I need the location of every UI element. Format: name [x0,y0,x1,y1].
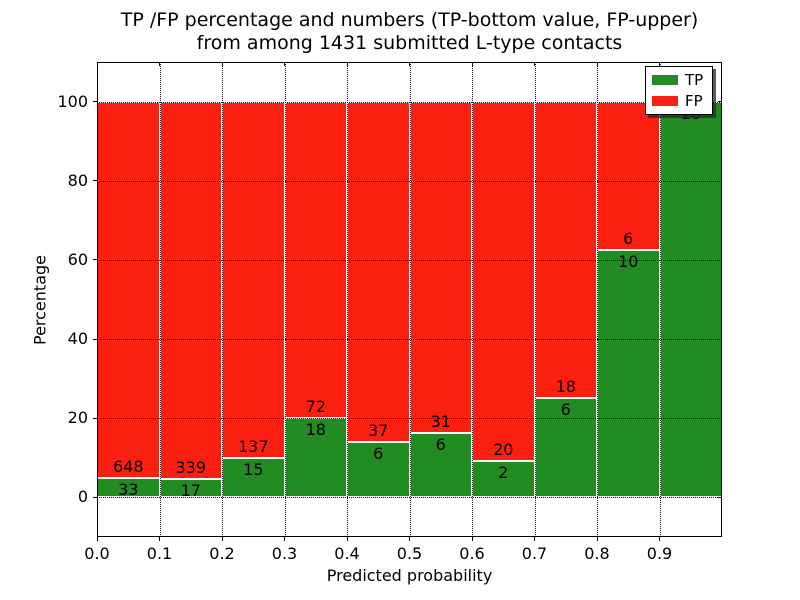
x-tick-mark [159,537,160,541]
x-tick-label: 0.7 [521,544,548,563]
legend-label: FP [685,92,703,110]
x-tick-label: 0.4 [334,544,360,563]
y-tick-mark [93,180,97,182]
tp-bar-segment [159,478,222,498]
x-tick-mark [409,537,410,541]
fp-bar-segment [597,101,660,251]
x-tick-mark [284,537,285,541]
y-tick-mark [93,338,97,340]
tp-bar-segment [222,458,285,498]
y-tick-label: 40 [67,329,88,349]
tp-bar-segment [597,250,660,498]
chart-title: TP /FP percentage and numbers (TP-bottom… [97,9,722,55]
x-tick-mark [659,537,660,541]
fp-bar-segment [472,101,535,462]
chart-title-line2: from among 1431 submitted L-type contact… [196,32,623,54]
tp-legend-swatch [652,75,678,85]
y-tick-label: 0 [77,487,88,507]
x-tick-label: 0.5 [396,544,423,563]
x-tick-label: 0.2 [209,544,235,563]
x-axis-label: Predicted probability [326,566,493,585]
fp-bar-segment [534,101,597,399]
x-tick-label: 0.0 [84,544,110,563]
tp-bar-segment [347,442,410,498]
fp-bar-segment [159,101,222,479]
fp-bar-segment [409,101,472,434]
fp-legend-swatch [652,96,678,106]
legend: TP FP [645,66,713,115]
tp-bar-segment [409,433,472,498]
legend-entry: FP [652,93,706,109]
y-axis-label: Percentage [30,254,50,346]
y-tick-label: 20 [67,408,88,428]
y-tick-mark [93,496,97,498]
fp-bar-segment [347,101,410,443]
x-tick-label: 0.9 [646,544,673,563]
bars-layer [97,62,722,537]
x-tick-mark [96,537,98,541]
x-tick-mark [346,537,348,541]
tp-bar-segment [534,398,597,498]
x-tick-mark [596,537,598,541]
tp-bar-segment [472,461,535,498]
x-tick-mark [221,537,223,541]
x-tick-mark [534,537,535,541]
y-tick-mark [93,101,97,103]
x-tick-label: 0.3 [271,544,298,563]
tp-bar-segment [97,478,160,498]
y-tick-label: 60 [67,249,88,269]
fp-bar-segment [222,101,285,459]
legend-label: TP [685,71,704,89]
y-tick-label: 80 [67,170,88,190]
x-tick-label: 0.6 [459,544,485,563]
plot-area: 648333391713715721837631620218661010 [97,62,722,537]
fp-bar-segment [284,101,347,419]
fp-bar-segment [97,101,160,479]
x-tick-label: 0.8 [584,544,610,563]
y-tick-mark [93,259,97,261]
chart-title-line1: TP /FP percentage and numbers (TP-bottom… [120,9,699,31]
x-tick-label: 0.1 [146,544,173,563]
x-tick-mark [471,537,473,541]
tp-bar-segment [659,101,722,498]
y-tick-mark [93,417,97,419]
y-tick-label: 100 [57,91,88,111]
legend-entry: TP [652,72,706,88]
tp-bar-segment [284,418,347,498]
